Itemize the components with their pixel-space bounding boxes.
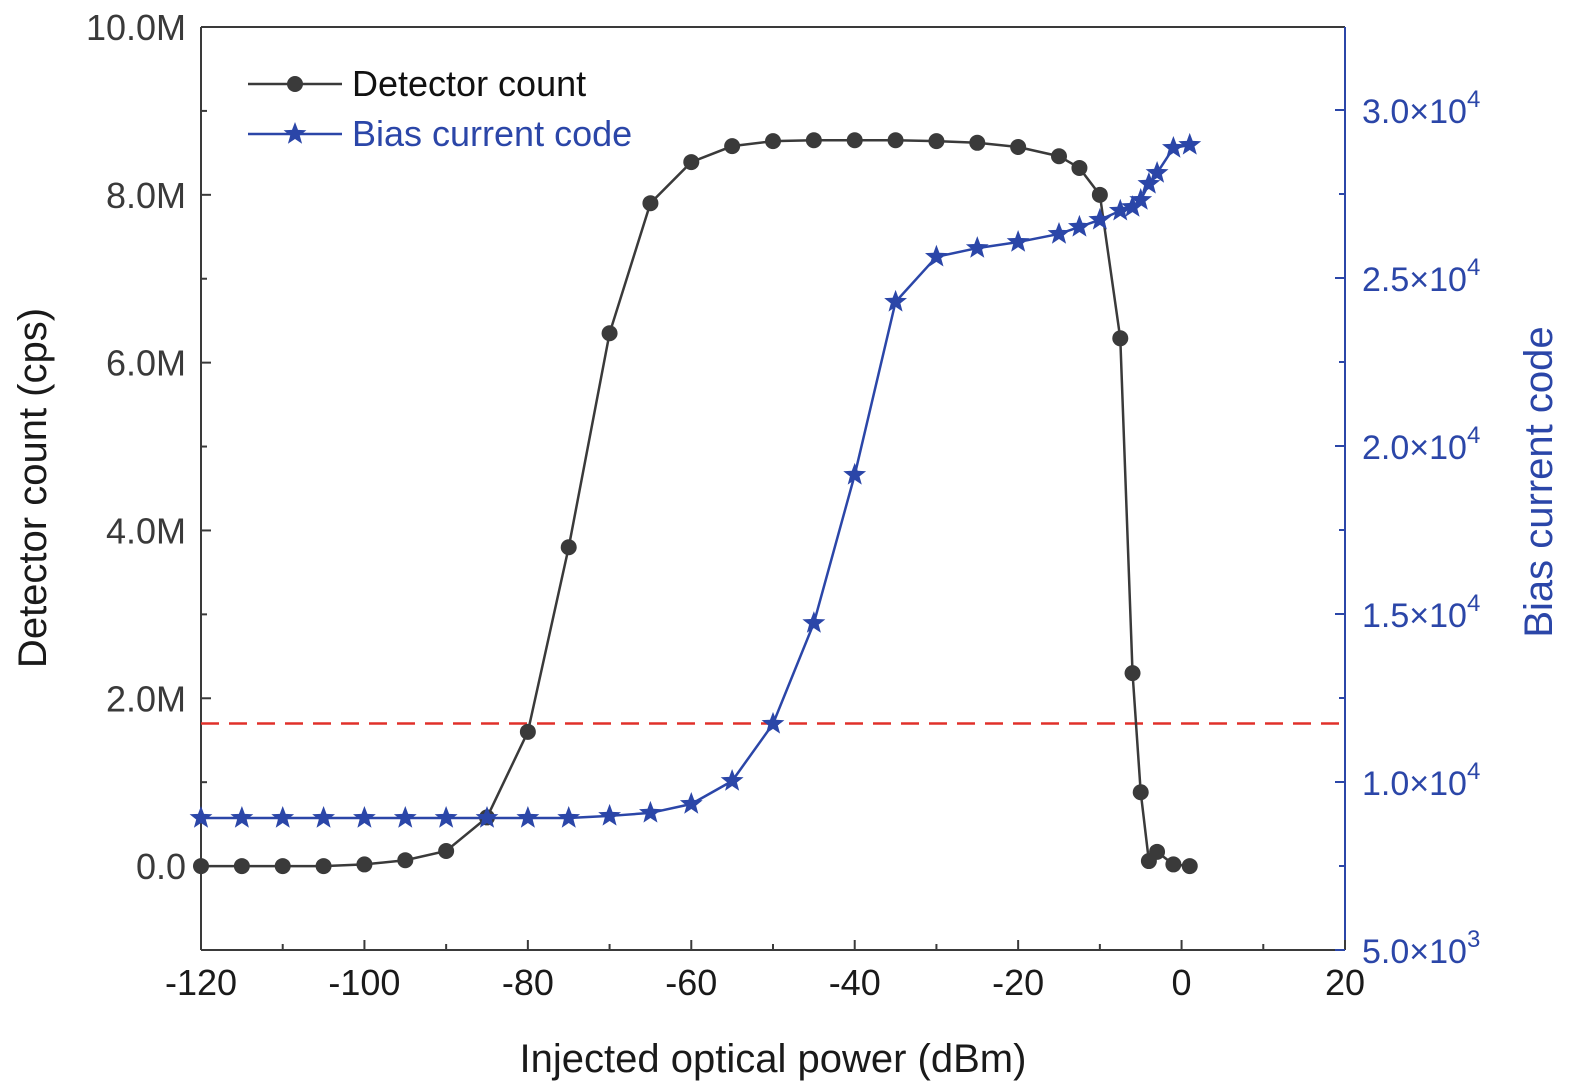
detector-count-point	[601, 325, 618, 342]
y2-tick-label: 2.5×104	[1362, 254, 1480, 299]
y2-tick-label: 3.0×104	[1362, 86, 1480, 131]
bias-current-code-point	[516, 806, 540, 828]
bias-current-code-point	[1108, 198, 1132, 221]
x-axis-label: Injected optical power (dBm)	[520, 1037, 1027, 1081]
detector-count-point	[193, 858, 209, 875]
bias-current-code-point	[271, 806, 295, 828]
y-tick-label: 0.0	[136, 846, 186, 887]
legend-label: Bias current code	[352, 113, 632, 154]
bias-current-code-point	[1162, 136, 1185, 158]
bias-current-code-point	[1129, 188, 1153, 210]
bias-current-code-point	[1006, 230, 1030, 252]
bias-current-code-point	[434, 806, 458, 828]
detector-count-point	[1071, 159, 1088, 176]
y2-axis-label: Bias current code	[1517, 326, 1561, 637]
x-tick-label: -40	[829, 962, 881, 1003]
detector-count-point	[765, 133, 781, 150]
bias-current-code-point	[353, 806, 376, 828]
bias-current-code-point	[312, 806, 335, 828]
detector-count-point	[683, 154, 700, 171]
y-tick-label: 2.0M	[106, 678, 186, 719]
x-tick-label: -80	[502, 962, 554, 1003]
chart-marks	[189, 132, 1345, 875]
detector-count-point	[1124, 665, 1141, 682]
detector-count-point	[519, 723, 536, 740]
x-tick-label: -120	[165, 962, 237, 1003]
detector-count-point	[315, 858, 332, 875]
series-line-detector-count	[201, 139, 1190, 868]
detector-count-point	[1132, 784, 1149, 801]
y-tick-label: 6.0M	[106, 343, 186, 384]
detector-count-point	[356, 856, 373, 873]
x-tick-label: 20	[1325, 962, 1365, 1003]
bias-current-code-point	[1088, 207, 1112, 230]
y2-tick-label: 2.0×104	[1362, 422, 1480, 467]
axes: -120 -100 -80 -60 -40 -20 0 20 0.0 2.0M 4.0M 6.0M 8.…	[86, 7, 1480, 1003]
y-tick-label: 4.0M	[106, 510, 186, 551]
detector-count-point	[1051, 148, 1067, 165]
bias-current-code-point	[802, 611, 826, 633]
series-line-bias-current-code	[201, 143, 1190, 820]
bias-current-code-point	[189, 806, 213, 828]
detector-count-point	[1091, 186, 1108, 203]
detector-count-point	[642, 195, 659, 212]
bias-current-code-point	[393, 806, 417, 828]
detector-count-point	[274, 858, 291, 875]
x-tick-label: -60	[665, 962, 717, 1003]
bias-current-code-point	[230, 806, 254, 828]
detector-count-point	[887, 132, 904, 149]
bias-current-code-point	[884, 289, 907, 312]
legend-circle-marker-icon	[287, 76, 303, 92]
detector-count-point	[233, 858, 250, 875]
y2-tick-label: 1.5×104	[1362, 590, 1480, 635]
legend: Detector count Bias current code	[248, 63, 632, 154]
detector-count-point	[846, 132, 863, 149]
bias-current-code-point	[679, 792, 703, 814]
bias-current-code-point	[1178, 132, 1202, 155]
bias-current-code-point	[1137, 171, 1161, 194]
y-tick-label: 10.0M	[86, 7, 186, 48]
detector-count-point	[438, 842, 455, 859]
bias-current-code-point	[1121, 195, 1144, 217]
bias-current-code-point	[925, 244, 948, 267]
detector-count-point	[1010, 138, 1027, 155]
detector-count-point	[928, 133, 945, 150]
x-tick-label: -100	[328, 962, 400, 1003]
bias-current-code-point	[639, 800, 662, 823]
bias-current-code-point	[475, 806, 499, 828]
y-tick-label: 8.0M	[106, 175, 186, 216]
detector-count-point	[724, 138, 741, 155]
legend-label: Detector count	[352, 63, 586, 104]
bias-current-code-point	[598, 803, 621, 826]
bias-current-code-point	[965, 236, 989, 258]
bias-current-code-point	[843, 462, 867, 485]
x-tick-label: 0	[1172, 962, 1192, 1003]
y2-tick-label: 1.0×104	[1362, 758, 1480, 803]
y2-tick-label: 5.0×103	[1362, 926, 1480, 971]
bias-current-code-point	[720, 769, 744, 791]
detector-count-point	[1181, 858, 1198, 875]
detector-count-point	[805, 132, 822, 149]
detector-count-point	[1165, 856, 1182, 873]
detector-count-point	[969, 134, 986, 151]
detector-count-point	[560, 539, 577, 556]
detector-count-point	[397, 852, 414, 869]
bias-current-code-point	[1047, 222, 1071, 244]
bias-current-code-point	[1145, 161, 1169, 183]
legend-star-marker-icon	[283, 122, 307, 144]
bias-current-code-point	[1068, 214, 1091, 237]
y-axis-label: Detector count (cps)	[11, 308, 55, 668]
detector-count-point	[1112, 330, 1129, 347]
bias-current-code-point	[761, 711, 785, 734]
detector-count-point	[1149, 843, 1166, 860]
x-tick-label: -20	[992, 962, 1044, 1003]
bias-current-code-point	[557, 806, 581, 828]
